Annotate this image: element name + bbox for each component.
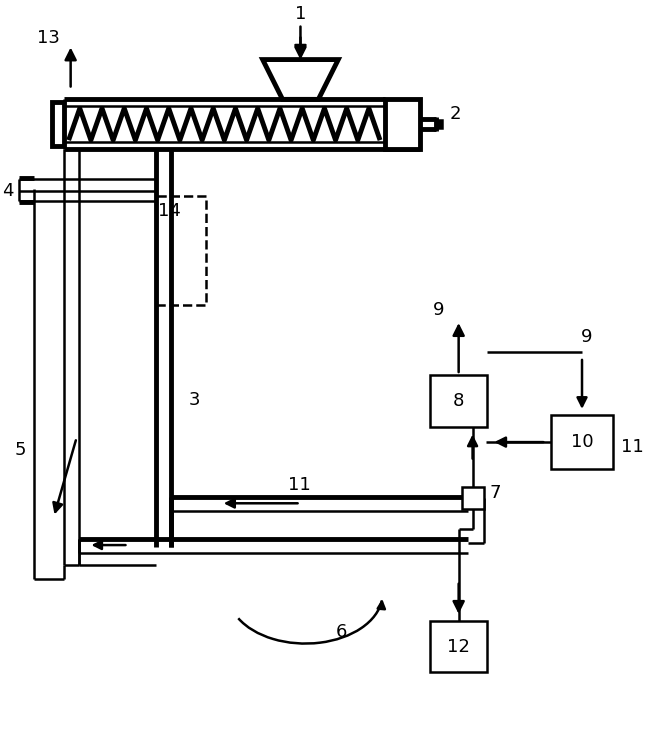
Bar: [52, 102, 63, 146]
Text: 9: 9: [581, 328, 593, 346]
Text: 9: 9: [433, 301, 444, 319]
Bar: [430, 620, 488, 672]
Bar: [430, 375, 488, 426]
Bar: [385, 99, 420, 149]
Text: 8: 8: [453, 391, 464, 410]
Text: 1: 1: [295, 5, 306, 23]
Polygon shape: [262, 60, 338, 99]
Text: 4: 4: [3, 182, 14, 200]
Text: 10: 10: [570, 433, 594, 451]
Text: 12: 12: [447, 638, 470, 655]
Text: 13: 13: [37, 28, 60, 47]
Text: 5: 5: [14, 440, 26, 459]
Text: 6: 6: [335, 623, 346, 641]
Bar: [551, 415, 613, 469]
Bar: [461, 488, 483, 510]
Text: 11: 11: [288, 476, 311, 494]
Text: 3: 3: [189, 391, 200, 409]
Text: 14: 14: [158, 202, 181, 219]
Text: 11: 11: [621, 438, 644, 456]
Bar: [436, 120, 442, 128]
Text: 7: 7: [490, 484, 501, 502]
Bar: [156, 196, 206, 305]
Text: 2: 2: [449, 105, 461, 123]
